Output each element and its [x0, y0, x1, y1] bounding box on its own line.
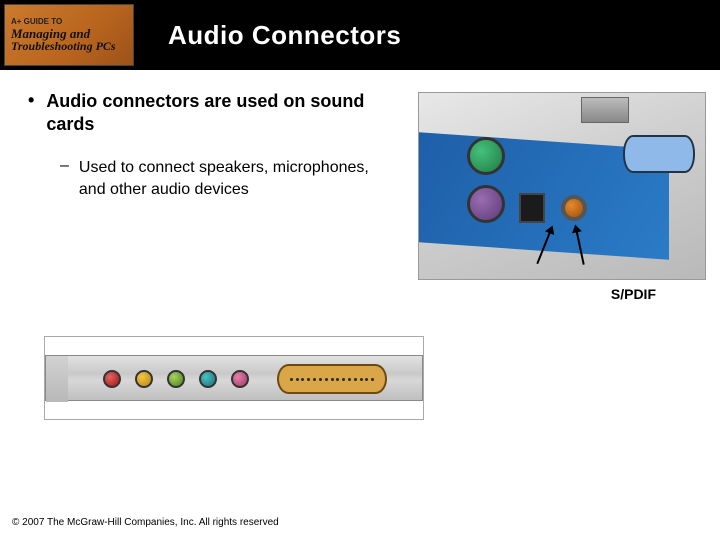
serial-port-icon: [623, 135, 695, 173]
audio-jack-line-out-3: [167, 370, 185, 388]
game-port-icon: [277, 364, 387, 394]
soundcard-bracket-image: [44, 336, 424, 420]
book-logo: A+ GUIDE TO Managing and Troubleshooting…: [4, 4, 134, 66]
metal-bracket: [581, 97, 629, 123]
bullet-dash-icon: –: [60, 157, 69, 175]
spdif-callout-label: S/PDIF: [611, 286, 656, 302]
bullet-dot-icon: •: [28, 90, 34, 112]
callout-arrows-icon: [539, 229, 619, 269]
audio-jack-line-in: [199, 370, 217, 388]
logo-line-3: Troubleshooting PCs: [11, 40, 127, 52]
optical-spdif-port-icon: [519, 193, 545, 223]
audio-jack-line-out-2: [135, 370, 153, 388]
ps2-green-port-icon: [467, 137, 505, 175]
bullet-2-text: Used to connect speakers, microphones, a…: [79, 157, 370, 200]
game-port-pins: [287, 372, 377, 386]
bullet-1-text: Audio connectors are used on sound cards: [46, 90, 368, 135]
bullet-level-2: – Used to connect speakers, microphones,…: [60, 157, 370, 200]
copyright-text: © 2007 The McGraw-Hill Companies, Inc. A…: [12, 517, 279, 528]
bullet-level-1: • Audio connectors are used on sound car…: [28, 90, 368, 135]
bullet-1-lead: Audio: [46, 91, 97, 111]
bracket-tab: [46, 356, 68, 402]
coax-spdif-port-icon: [561, 195, 587, 221]
audio-jack-mic-in: [231, 370, 249, 388]
motherboard-ports-image: [418, 92, 706, 280]
logo-line-1: A+ GUIDE TO: [11, 18, 127, 26]
audio-jack-line-out-1: [103, 370, 121, 388]
page-title: Audio Connectors: [168, 20, 401, 51]
ps2-purple-port-icon: [467, 185, 505, 223]
title-bar: A+ GUIDE TO Managing and Troubleshooting…: [0, 0, 720, 70]
